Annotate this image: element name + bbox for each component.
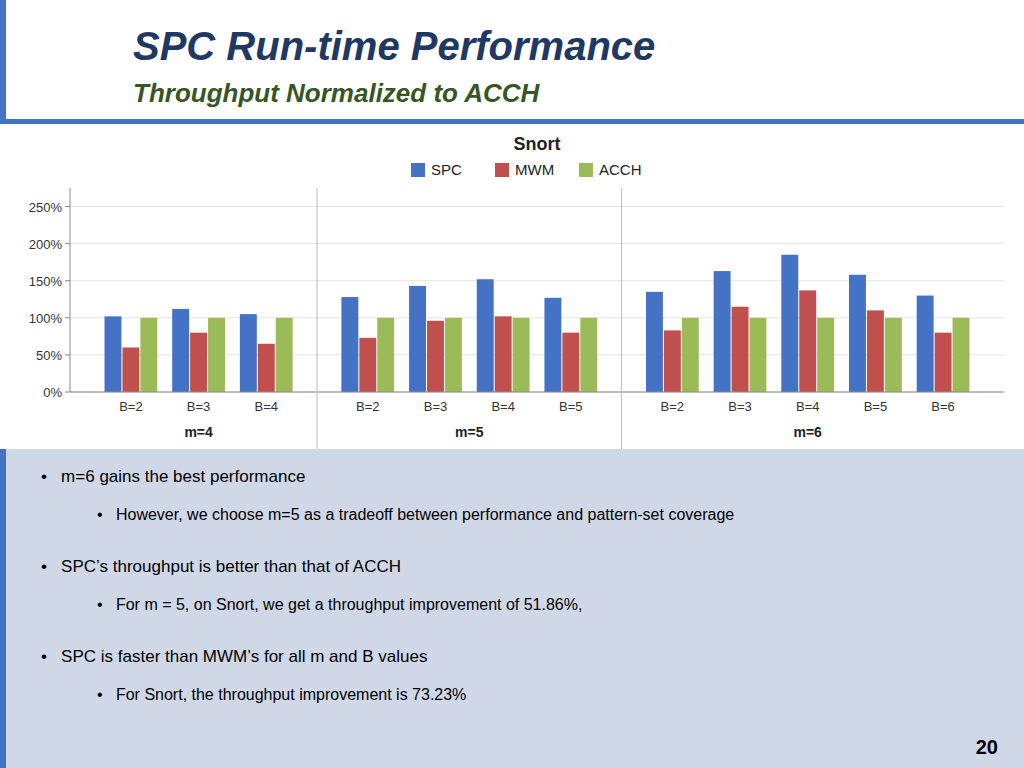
bar	[140, 318, 157, 392]
bar	[562, 333, 579, 392]
y-tick	[65, 392, 70, 393]
x-tick-label: B=2	[119, 399, 143, 414]
page-number: 20	[976, 736, 998, 758]
bar	[208, 318, 225, 392]
y-tick-label: 50%	[36, 348, 62, 363]
header-accent	[0, 0, 6, 119]
bar	[544, 298, 561, 392]
sub-note: • For m = 5, on Snort, we get a throughp…	[97, 596, 582, 613]
x-tick-label: B=5	[559, 399, 583, 414]
x-axis	[70, 392, 1004, 393]
x-tick-label: B=4	[796, 399, 820, 414]
bar	[885, 318, 902, 392]
legend-label: ACCH	[599, 161, 642, 178]
group-separator	[621, 188, 622, 449]
legend-swatch	[495, 163, 509, 177]
bar	[935, 333, 952, 392]
legend: SPC MWM ACCH	[411, 161, 642, 178]
bar	[817, 318, 834, 392]
bar	[849, 275, 866, 392]
x-tick-label: B=4	[255, 399, 279, 414]
bar	[258, 344, 275, 392]
group-separator	[317, 188, 318, 449]
x-tick-label: B=5	[864, 399, 888, 414]
x-tick-label: B=2	[356, 399, 380, 414]
bar	[445, 318, 462, 392]
chart-title: Snort	[514, 134, 561, 154]
x-tick-label: B=3	[728, 399, 752, 414]
bar	[714, 271, 731, 392]
y-tick	[65, 280, 70, 281]
x-tick-label: B=3	[187, 399, 211, 414]
grid-line	[70, 206, 1004, 207]
bar	[122, 347, 139, 392]
x-tick-label: B=6	[931, 399, 955, 414]
bar	[240, 314, 257, 392]
x-tick-label: B=2	[661, 399, 685, 414]
bar	[105, 316, 122, 392]
bar	[750, 318, 767, 392]
bar	[799, 290, 816, 392]
separator	[0, 119, 1024, 124]
footer-bg	[0, 449, 1024, 768]
grid-line	[70, 243, 1004, 244]
page-subtitle: Throughput Normalized to ACCH	[133, 78, 541, 108]
note: • SPC’s throughput is better than that o…	[41, 557, 401, 576]
y-tick-label: 0%	[43, 385, 62, 400]
bar	[580, 318, 597, 392]
legend-swatch	[411, 163, 425, 177]
y-tick	[65, 354, 70, 355]
bar	[953, 318, 970, 392]
sub-note: • However, we choose m=5 as a tradeoff b…	[97, 506, 734, 523]
note: • m=6 gains the best performance	[41, 467, 305, 486]
bar	[682, 318, 699, 392]
bar	[359, 338, 376, 392]
group-label: m=4	[184, 424, 213, 440]
bar	[427, 321, 444, 392]
bar	[646, 292, 663, 392]
legend-label: SPC	[431, 161, 462, 178]
grid-line	[70, 392, 1004, 393]
bar	[172, 309, 189, 392]
bar	[732, 307, 749, 392]
bar	[513, 318, 530, 392]
y-tick-label: 200%	[29, 237, 63, 252]
bar	[409, 286, 426, 392]
y-tick	[65, 317, 70, 318]
y-tick-label: 250%	[29, 200, 63, 215]
bar	[781, 255, 798, 392]
legend-swatch	[579, 163, 593, 177]
header-bg	[0, 0, 1024, 119]
note: • SPC is faster than MWM’s for all m and…	[41, 647, 427, 666]
x-tick-label: B=4	[491, 399, 515, 414]
y-tick	[65, 243, 70, 244]
y-tick	[65, 206, 70, 207]
page: SPC Run-time Performance Throughput Norma…	[0, 0, 1024, 768]
page-title: SPC Run-time Performance	[133, 24, 655, 68]
group-label: m=6	[794, 424, 823, 440]
y-tick-label: 150%	[29, 274, 63, 289]
y-axis	[70, 188, 71, 392]
bar	[190, 333, 207, 392]
bar	[664, 330, 681, 392]
sub-note: • For Snort, the throughput improvement …	[97, 686, 466, 703]
x-tick-label: B=3	[424, 399, 448, 414]
bar	[341, 297, 358, 392]
legend-label: MWM	[515, 161, 554, 178]
bar	[917, 296, 934, 392]
bar	[867, 310, 884, 392]
group-label: m=5	[455, 424, 484, 440]
bars	[105, 255, 970, 392]
footer-accent	[0, 449, 6, 768]
bar	[495, 316, 512, 392]
bar	[276, 318, 293, 392]
bar	[377, 318, 394, 392]
y-tick-label: 100%	[29, 311, 63, 326]
bar	[477, 279, 494, 392]
